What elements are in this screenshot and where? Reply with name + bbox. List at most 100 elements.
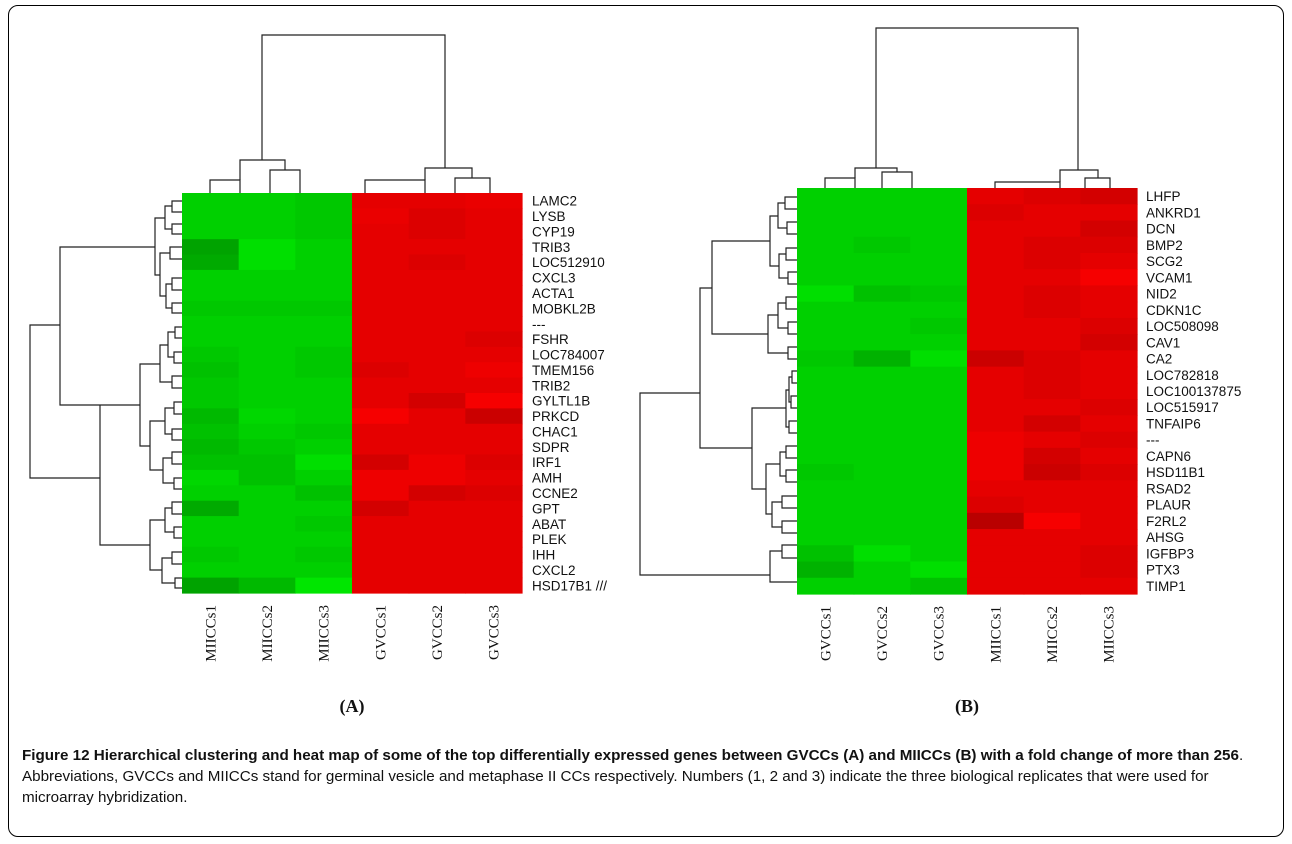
- heatmap-cell: [465, 485, 523, 502]
- row-label: LOC782818: [1146, 368, 1219, 383]
- dendrogram-branch: [787, 346, 797, 360]
- heatmap-cell: [408, 485, 466, 502]
- heatmap-cell: [295, 500, 353, 517]
- heatmap-cell: [797, 399, 855, 416]
- row-label: FSHR: [532, 332, 569, 347]
- heatmap-cell: [1023, 252, 1081, 270]
- heatmap-cell: [295, 269, 353, 286]
- column-label: GVCCs3: [932, 606, 948, 661]
- heatmap-cell: [797, 334, 855, 351]
- heatmap-cell: [1023, 561, 1081, 579]
- heatmap-cell: [1023, 204, 1081, 222]
- heatmap-cell: [1023, 545, 1081, 563]
- row-label: CAV1: [1146, 335, 1180, 350]
- row-label: TMEM156: [532, 363, 594, 378]
- heatmap-cell: [182, 500, 240, 517]
- dendrogram-branch: [781, 544, 797, 559]
- row-label: ---: [1146, 433, 1160, 448]
- row-label: ANKRD1: [1146, 205, 1201, 220]
- heatmap-cell: [1080, 382, 1138, 400]
- heatmap-cell: [465, 193, 523, 209]
- heatmap-cell: [295, 516, 353, 533]
- heatmap-cell: [352, 531, 410, 548]
- heatmap-cell: [853, 252, 911, 270]
- heatmap-cell: [238, 377, 296, 394]
- dendrogram-branch: [171, 200, 182, 213]
- heatmap-cell: [182, 546, 240, 563]
- heatmap-cell: [465, 377, 523, 394]
- heatmap-cell: [295, 469, 353, 486]
- heatmap-cell: [1080, 512, 1138, 530]
- row-label: CYP19: [532, 225, 575, 240]
- heatmap-cell: [465, 454, 523, 471]
- dendrogram-branch: [769, 550, 797, 583]
- heatmap-cell: [352, 208, 410, 225]
- heatmap-cell: [408, 208, 466, 225]
- heatmap-cell: [352, 393, 410, 409]
- heatmap-cell: [238, 577, 296, 594]
- heatmap-cell: [910, 188, 968, 205]
- dendrogram-branch: [171, 223, 182, 235]
- heatmap-cell: [465, 393, 523, 409]
- heatmap-cell: [295, 485, 353, 502]
- dendrogram-branch: [171, 551, 182, 565]
- heatmap-cell: [910, 220, 968, 238]
- heatmap-cell: [1023, 220, 1081, 238]
- dendrogram-branch: [209, 179, 241, 193]
- heatmap-cell: [910, 204, 968, 222]
- heatmap-cell: [797, 188, 855, 205]
- dendrogram-branch: [159, 252, 170, 297]
- heatmap-cell: [295, 546, 353, 563]
- row-label: LOC784007: [532, 348, 605, 363]
- heatmap-cell: [967, 236, 1025, 254]
- heatmap-cell: [238, 269, 296, 286]
- heatmap-cell: [797, 529, 855, 546]
- column-label: GVCCs2: [430, 605, 446, 660]
- dendrogram: [639, 27, 1111, 583]
- heatmap-cell: [797, 561, 855, 579]
- heatmap-cell: [408, 516, 466, 533]
- heatmap-cell: [295, 346, 353, 363]
- heatmap-cell: [797, 269, 855, 287]
- heatmap-cell: [1023, 480, 1081, 498]
- heatmap-cell: [182, 346, 240, 363]
- heatmap-cell: [797, 382, 855, 400]
- dendrogram-branch: [164, 407, 174, 435]
- heatmap-cell: [182, 562, 240, 579]
- heatmap-cell: [910, 561, 968, 579]
- heatmap-cell: [465, 531, 523, 548]
- heatmap-cell: [910, 269, 968, 287]
- heatmap-cell: [1023, 415, 1081, 433]
- heatmap-cell: [408, 239, 466, 256]
- heatmap-cell: [1080, 480, 1138, 498]
- heatmap-cell: [238, 316, 296, 333]
- dendrogram-branch: [777, 202, 787, 229]
- heatmap-cell: [1080, 529, 1138, 546]
- heatmap-cell: [465, 423, 523, 440]
- row-label: CCNE2: [532, 486, 578, 501]
- heatmap-cell: [853, 464, 911, 481]
- row-label: AHSG: [1146, 530, 1184, 545]
- heatmap-cell: [295, 331, 353, 348]
- dendrogram-branch: [173, 477, 182, 490]
- heatmap-cell: [182, 193, 240, 209]
- heatmap-cell: [182, 316, 240, 333]
- dendrogram-branch: [174, 577, 182, 589]
- row-label: LOC512910: [532, 255, 605, 270]
- heatmap-cell: [465, 408, 523, 425]
- heatmap-cell: [408, 562, 466, 579]
- heatmap-cell: [1023, 496, 1081, 514]
- heatmap-cell: [182, 485, 240, 502]
- heatmap-cell: [910, 512, 968, 530]
- caption-title: Figure 12 Hierarchical clustering and he…: [22, 747, 1239, 764]
- heatmap-cell: [1080, 317, 1138, 335]
- heatmap-cell: [910, 577, 968, 595]
- dendrogram-branch: [149, 519, 165, 571]
- row-label: ABAT: [532, 517, 566, 532]
- heatmap-cell: [408, 469, 466, 486]
- heatmap-cell: [910, 301, 968, 319]
- heatmap-cell: [465, 331, 523, 348]
- heatmap-cell: [853, 366, 911, 384]
- heatmap-cell: [1080, 431, 1138, 449]
- heatmap-cell: [910, 545, 968, 563]
